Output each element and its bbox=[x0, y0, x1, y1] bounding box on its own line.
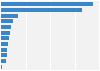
Bar bbox=[1, 36, 9, 40]
Bar bbox=[1, 53, 7, 57]
Bar bbox=[1, 48, 7, 52]
Bar bbox=[1, 65, 2, 69]
Bar bbox=[1, 2, 93, 6]
Bar bbox=[1, 42, 8, 46]
Bar bbox=[1, 25, 11, 29]
Bar bbox=[1, 59, 6, 63]
Bar bbox=[1, 31, 10, 35]
Bar bbox=[1, 8, 82, 12]
Bar bbox=[1, 19, 13, 23]
Bar bbox=[1, 14, 17, 18]
